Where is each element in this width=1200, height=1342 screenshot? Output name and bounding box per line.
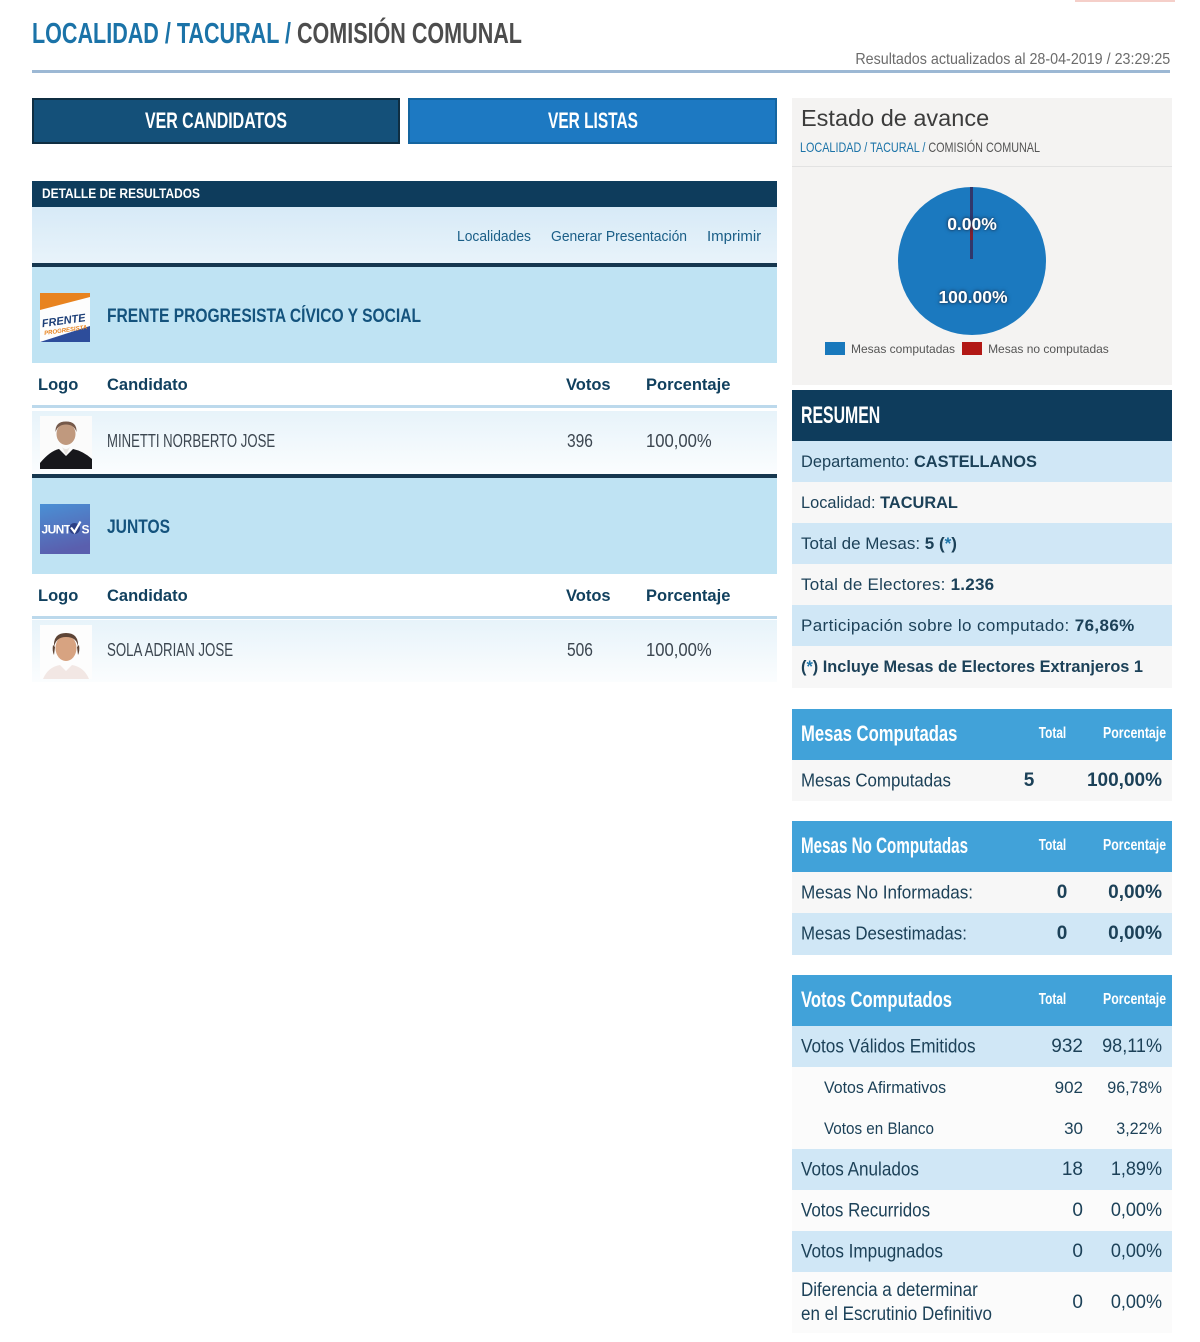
svg-text:S: S <box>82 523 90 537</box>
svg-text:PROGRESISTA: PROGRESISTA <box>44 325 88 337</box>
svg-text:JUNT: JUNT <box>42 523 72 537</box>
